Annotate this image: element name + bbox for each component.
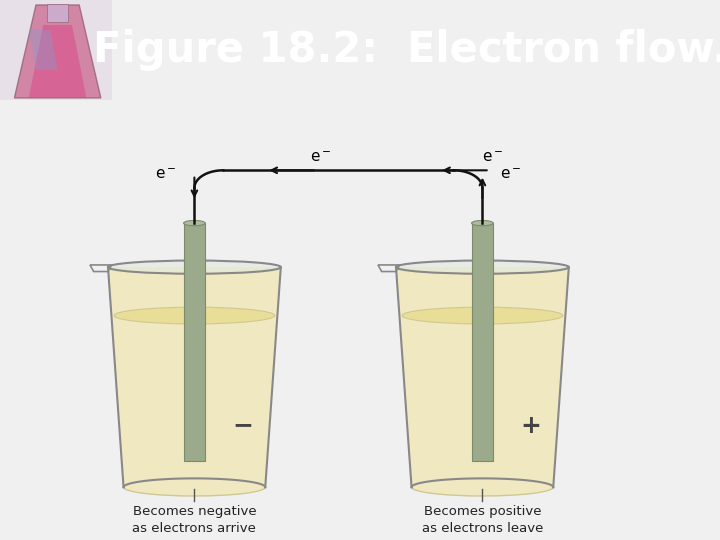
Ellipse shape [472, 220, 493, 226]
Text: Becomes positive
as electrons leave: Becomes positive as electrons leave [422, 505, 543, 535]
Ellipse shape [399, 262, 566, 273]
Ellipse shape [412, 478, 553, 496]
Polygon shape [402, 315, 563, 487]
Bar [0, 0, 112, 100]
Polygon shape [108, 267, 281, 487]
Text: −: − [233, 414, 253, 437]
Ellipse shape [124, 478, 265, 496]
Text: +: + [521, 414, 541, 437]
Polygon shape [29, 30, 58, 70]
Ellipse shape [184, 220, 205, 226]
Text: e$^-$: e$^-$ [482, 150, 504, 165]
Polygon shape [14, 5, 101, 98]
Text: e$^-$: e$^-$ [155, 167, 176, 182]
Text: Figure 18.2:  Electron flow.: Figure 18.2: Electron flow. [93, 29, 720, 71]
Polygon shape [29, 25, 86, 98]
Text: e$^-$: e$^-$ [500, 167, 522, 182]
Polygon shape [114, 315, 275, 487]
Polygon shape [396, 267, 569, 487]
Text: e$^-$: e$^-$ [310, 150, 331, 165]
Ellipse shape [111, 262, 278, 273]
Bar [184, 223, 205, 461]
Text: Becomes negative
as electrons arrive: Becomes negative as electrons arrive [132, 505, 256, 535]
Ellipse shape [114, 307, 275, 324]
Bar [185, 315, 204, 461]
Ellipse shape [402, 307, 563, 324]
Bar [47, 4, 68, 22]
Bar [472, 223, 493, 461]
Bar [473, 315, 492, 461]
